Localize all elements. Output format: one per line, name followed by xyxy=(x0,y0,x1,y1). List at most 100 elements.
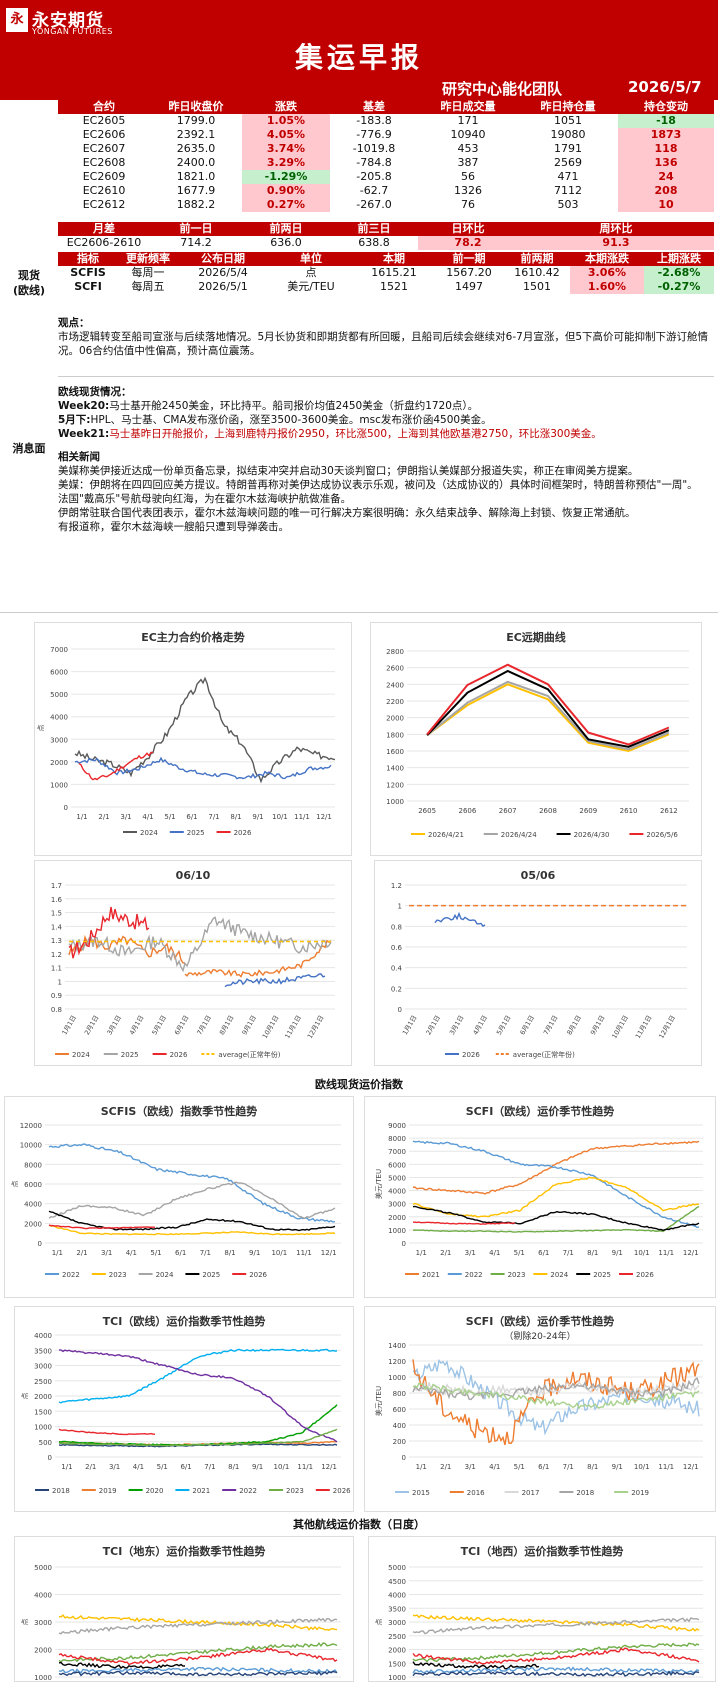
column-header: 昨日收盘价 xyxy=(150,100,242,114)
x-tick-label: 10月1日 xyxy=(261,1014,281,1040)
table-row: EC2606 2392.1 4.05% -776.9 10940 19080 1873 xyxy=(58,128,714,142)
series-2019 xyxy=(412,1382,700,1410)
chart-ec-forward-curve: EC远期曲线 2800 2600 2400 2200 2000 1800 1600 1400 12… xyxy=(370,622,702,856)
related-news-line: 美媒：伊朗将在四四回应美方提议。特朗普再称对美伊达成协议表示乐观，被问及（达成协… xyxy=(58,479,698,491)
chart-ec-main-price: EC主力合约价格走势 7000 6000 5000 4000 3000 2000 1000 0 点… xyxy=(34,622,352,856)
column-header: 公布日期 xyxy=(178,252,268,266)
table-cell: 1799.0 xyxy=(176,114,216,127)
x-tick-label: 11/1 xyxy=(658,1463,674,1471)
trend-series xyxy=(412,1661,540,1670)
y-tick-label: 6000 xyxy=(24,1181,42,1189)
y-tick-label: 2500 xyxy=(34,1378,52,1386)
column-header: 合约 xyxy=(58,100,150,114)
x-tick-label: 3/1 xyxy=(101,1249,112,1257)
y-tick-label: 400 xyxy=(393,1422,406,1430)
table-cell: 3.06% xyxy=(570,266,644,280)
y-axis-label: 点 xyxy=(21,1393,29,1400)
x-tick-label: 12/1 xyxy=(683,1463,699,1471)
table-cell: 2392.1 xyxy=(176,128,216,141)
x-tick-label: 1月1日 xyxy=(60,1014,78,1036)
x-tick-label: 3/1 xyxy=(120,813,131,821)
x-tick-label: 4/1 xyxy=(133,1463,144,1471)
table-cell: 每周一 xyxy=(131,266,165,279)
table-cell: 7112 xyxy=(554,184,582,197)
legend-label: 2025 xyxy=(121,1051,139,1059)
legend-label: 2024 xyxy=(140,829,158,837)
x-tick-label: 7月1日 xyxy=(195,1014,213,1036)
legend-label: 2023 xyxy=(109,1271,127,1279)
chart-title: SCFI（欧线）运价季节性趋势 xyxy=(466,1314,615,1328)
y-tick-label: 3000 xyxy=(388,1619,406,1627)
chart-scfi-ex2024-seasonal: SCFI（欧线）运价季节性趋势 （剔除20-24年） 1400 1200 1000 800… xyxy=(364,1306,716,1512)
series-2024 xyxy=(48,1181,336,1220)
trend-series xyxy=(412,1666,700,1674)
table-cell: 1.05% xyxy=(242,114,330,128)
table-cell: 1326 xyxy=(454,184,482,197)
chart-title: SCFI（欧线）运价季节性趋势 xyxy=(466,1104,615,1118)
legend-label: 2026 xyxy=(462,1051,480,1059)
table-cell: -2.68% xyxy=(644,266,714,280)
y-tick-label: 1600 xyxy=(386,748,404,756)
x-tick-label: 1月1日 xyxy=(401,1014,419,1036)
related-news-line: 伊朗常驻联合国代表团表示，霍尔木兹海峡问题的唯一可行解决方案很明确：永久结束战争… xyxy=(58,507,636,519)
x-tick-label: 12/1 xyxy=(316,813,332,821)
table-cell: 4.05% xyxy=(242,128,330,142)
y-tick-label: 2600 xyxy=(386,665,404,673)
y-tick-label: 1400 xyxy=(388,1342,406,1350)
x-tick-label: 1/1 xyxy=(61,1463,72,1471)
chart-0506-spread: 05/06 1.2 1 0.8 0.6 0.4 0.2 0 1月1日 2月1日 3月1日 4月1日 5月… xyxy=(374,860,702,1066)
x-tick-label: 8/1 xyxy=(587,1249,598,1257)
y-tick-label: 2000 xyxy=(388,1214,406,1222)
table-row: SCFI 每周五 2026/5/1 美元/TEU 1521 1497 1501 1.60% -0… xyxy=(58,280,714,294)
y-tick-label: 1000 xyxy=(388,1674,406,1681)
table-cell: 78.2 xyxy=(418,236,518,250)
column-header: 单位 xyxy=(268,252,354,266)
chart-title: SCFIS（欧线）指数季节性趋势 xyxy=(101,1104,258,1118)
x-tick-label: 2605 xyxy=(418,807,436,815)
y-tick-label: 12000 xyxy=(20,1122,42,1130)
table-cell: 76 xyxy=(461,198,475,211)
table-cell: 471 xyxy=(557,170,579,183)
company-logo-mark: 永 xyxy=(6,8,28,32)
series-other xyxy=(224,973,326,988)
table-cell: 453 xyxy=(457,142,479,155)
series-2024 xyxy=(74,676,336,784)
y-tick-label: 0.8 xyxy=(391,923,402,931)
table-cell: 点 xyxy=(305,266,317,279)
x-tick-label: 2/1 xyxy=(85,1463,96,1471)
y-tick-label: 9000 xyxy=(388,1122,406,1130)
legend-label: 2026 xyxy=(636,1271,654,1279)
trend-series xyxy=(58,1666,338,1674)
table-cell: 0.90% xyxy=(242,184,330,198)
y-tick-label: 1000 xyxy=(50,781,68,789)
y-tick-label: 600 xyxy=(393,1406,406,1414)
x-tick-label: 8/1 xyxy=(587,1463,598,1471)
table-cell: -18 xyxy=(618,114,714,128)
x-tick-label: 3月1日 xyxy=(448,1014,466,1036)
report-title: 集运早报 xyxy=(294,41,423,74)
legend-label: 2026/4/21 xyxy=(428,831,464,839)
chart-scfis-seasonal: SCFIS（欧线）指数季节性趋势 12000 10000 8000 6000 4000 20… xyxy=(4,1096,354,1298)
y-tick-label: 200 xyxy=(393,1438,406,1446)
table-cell: 10940 xyxy=(450,128,486,141)
table-cell: 136 xyxy=(618,156,714,170)
y-tick-label: 5000 xyxy=(388,1174,406,1182)
table-row: SCFIS 每周一 2026/5/4 点 1615.21 1567.20 1610.42 3.… xyxy=(58,266,714,280)
x-tick-label: 10/1 xyxy=(271,1249,287,1257)
x-tick-label: 2月1日 xyxy=(83,1014,101,1036)
legend-label: 2024 xyxy=(156,1271,174,1279)
y-tick-label: 0 xyxy=(48,1454,52,1462)
series-2026 xyxy=(58,1428,156,1436)
x-tick-label: 9月1日 xyxy=(589,1014,607,1036)
x-tick-label: 4/1 xyxy=(489,1249,500,1257)
table-cell: 24 xyxy=(618,170,714,184)
spot-table: 指标 更新频率 公布日期 单位 本期 前一期 前两期 本期涨跌 上期涨跌 SCFIS 每周一 202… xyxy=(58,252,714,294)
table-cell: 1610.42 xyxy=(514,266,560,279)
chart-tci-med-east: TCI（地东）运价指数季节性趋势 5000 4000 3000 2000 1000 点 xyxy=(14,1536,354,1682)
view-block: 观点： 市场逻辑转变至船司宣涨与后续落地情况。5月长协货和即期货都有所回暖，且船… xyxy=(58,316,714,358)
y-tick-label: 5000 xyxy=(34,1564,52,1572)
column-header: 前两日 xyxy=(242,222,330,236)
related-news-lines: 美媒称美伊接近达成一份单页备忘录，拟结束冲突并启动30天谈判窗口；伊朗指认美媒部… xyxy=(58,464,714,534)
spread-value-row: EC2606-2610 714.2 636.0 638.8 78.2 91.3 xyxy=(58,236,714,250)
x-tick-label: 2606 xyxy=(459,807,477,815)
